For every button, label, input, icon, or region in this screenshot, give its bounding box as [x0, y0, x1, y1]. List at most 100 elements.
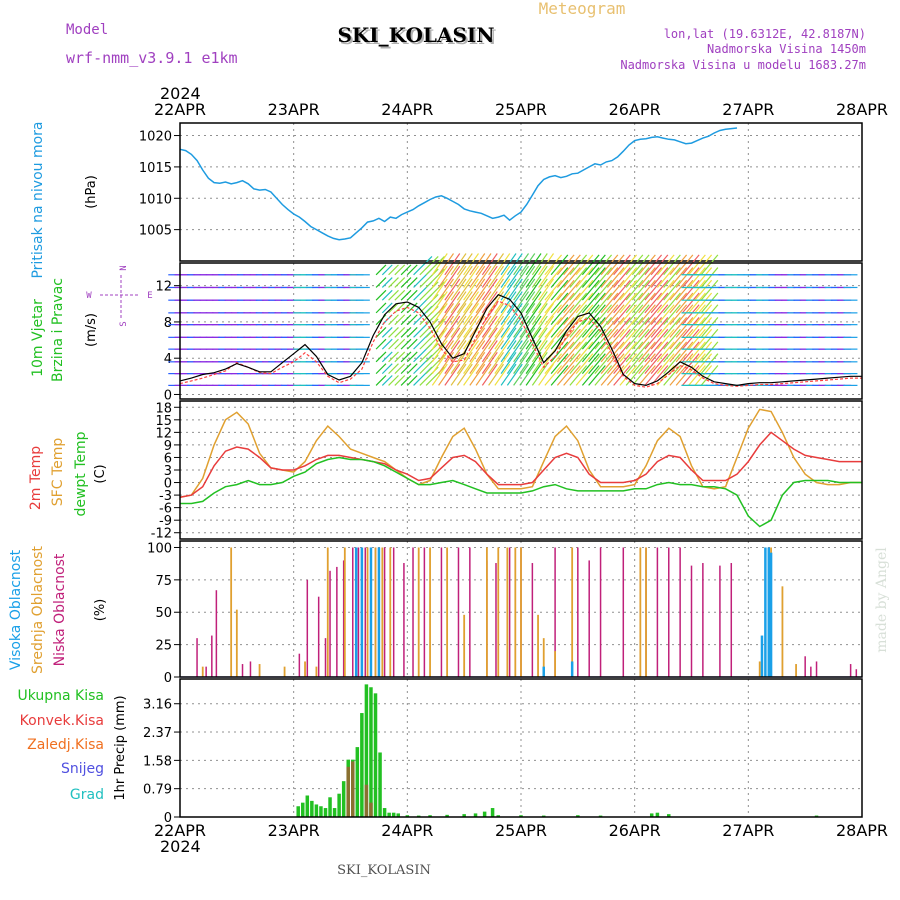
wind-arrow: [688, 317, 706, 338]
low-cloud-bar: [622, 547, 625, 677]
wind-ylabel-1: 10m Vjetar: [30, 299, 46, 377]
ytick-label: 0: [164, 388, 172, 403]
total-precip-bar: [391, 812, 396, 817]
wind-arrow: [556, 304, 575, 326]
wind-arrow: [544, 365, 563, 386]
cloud-ylabel-mid: Srednja Oblacnost: [30, 546, 46, 674]
wind-arrow: [519, 265, 536, 288]
wind-arrow: [375, 289, 387, 301]
wind-arrow: [656, 292, 675, 314]
wind-arrow: [569, 279, 588, 301]
wind-arrow: [606, 254, 625, 276]
mid-cloud-bar: [781, 586, 784, 677]
wind-arrow: [469, 363, 486, 386]
mid-cloud-bar: [283, 666, 286, 677]
mid-cloud-bar: [374, 547, 377, 677]
wind-arrow: [538, 253, 555, 276]
cloud-ylabel-high: Visoka Oblacnost: [8, 549, 24, 670]
wind-arrow: [444, 291, 461, 314]
wind-arrow: [669, 341, 688, 363]
wind-arrow: [475, 253, 492, 276]
low-cloud-bar: [205, 666, 207, 677]
wind-arrow: [506, 327, 523, 350]
wind-arrow: [444, 327, 461, 350]
wind-arrow: [650, 304, 669, 326]
wind-arrow: [644, 328, 663, 350]
wind-arrow: [419, 281, 439, 301]
wind-arrow: [631, 279, 650, 301]
low-cloud-bar: [383, 547, 386, 677]
wind-arrow: [638, 365, 656, 386]
wind-arrow: [531, 315, 548, 338]
plot-frame: [179, 262, 863, 400]
wind-arrow: [675, 328, 694, 350]
low-cloud-bar: [215, 590, 218, 677]
wind-arrow: [381, 327, 393, 338]
low-cloud-bar: [855, 669, 858, 677]
total-precip-bar: [387, 812, 391, 817]
wind-arrow: [500, 327, 517, 350]
low-cloud-bar: [719, 565, 721, 677]
wind-arrow: [544, 292, 563, 314]
wind-arrow: [494, 303, 511, 325]
mid-cloud-bar: [389, 547, 392, 677]
low-cloud-bar: [329, 570, 331, 677]
wind-arrow: [406, 327, 418, 338]
wind-arrow: [431, 278, 448, 301]
wind-arrow: [569, 254, 588, 276]
ytick-label: 0: [164, 671, 172, 686]
wind-arrow: [513, 363, 530, 386]
wind-arrow: [619, 254, 638, 276]
wind-arrow: [544, 267, 563, 288]
mid-cloud-bar: [486, 547, 488, 677]
wind-arrow: [575, 292, 594, 314]
wind-arrow: [544, 279, 563, 301]
wind-arrow: [644, 353, 663, 374]
wind-arrow: [519, 351, 536, 374]
total-precip-bar: [332, 808, 337, 817]
ytick-label: 3.16: [143, 698, 172, 713]
wind-arrow: [538, 303, 555, 325]
wind-arrow: [581, 279, 600, 301]
ytick-label: 0: [164, 477, 172, 492]
wind-arrow: [475, 363, 492, 386]
wind-arrow: [694, 341, 713, 363]
wind-arrow: [694, 279, 713, 301]
wind-arrow: [481, 315, 498, 338]
total-precip-bar: [314, 804, 319, 817]
wind-arrow: [519, 327, 536, 350]
wind-arrow: [569, 353, 588, 374]
wind-arrow: [619, 365, 638, 386]
wind-arrow: [625, 317, 644, 338]
wind-arrow: [419, 294, 439, 314]
wind-arrow: [400, 314, 412, 326]
ytick-label: 12: [155, 426, 172, 441]
wind-arrow: [388, 351, 399, 363]
ytick-label: 12: [155, 280, 172, 295]
wind-arrow: [525, 303, 542, 325]
date-label-bottom: 27APR: [722, 821, 774, 840]
date-label-bottom: 25APR: [495, 821, 547, 840]
wind-ylabel-2: Brzina i Pravac: [50, 278, 66, 382]
wind-arrow: [469, 253, 486, 276]
wind-arrow: [531, 303, 548, 325]
date-label-top: 27APR: [722, 100, 774, 119]
low-cloud-bar: [364, 547, 367, 677]
wind-arrow: [450, 253, 467, 276]
wind-arrow: [575, 267, 594, 288]
wind-arrow: [544, 353, 563, 374]
wind-arrow: [438, 303, 454, 325]
wind-arrow: [563, 254, 581, 276]
wind-arrow: [681, 254, 700, 276]
total-precip-bar: [337, 793, 341, 817]
wind-arrow: [538, 278, 555, 301]
wind-arrow: [406, 264, 418, 276]
total-precip-bar: [310, 800, 314, 817]
total-precip-bar: [369, 687, 373, 817]
wind-arrow: [544, 304, 563, 326]
wind-arrow: [381, 302, 393, 314]
ytick-label: 100: [147, 541, 172, 556]
wind-arrow: [675, 304, 694, 326]
wind-arrow: [556, 279, 575, 301]
